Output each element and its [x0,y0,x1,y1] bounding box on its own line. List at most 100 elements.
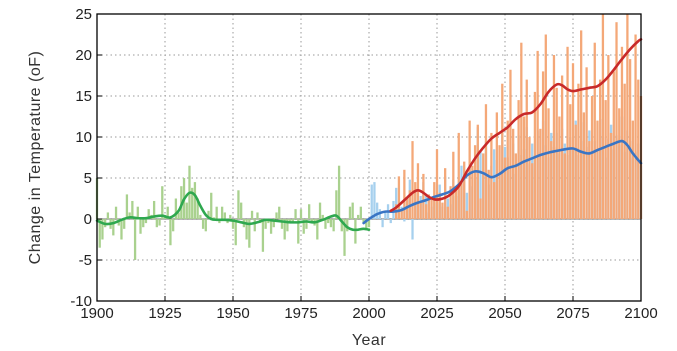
data-bar [356,214,360,219]
data-bar [607,55,610,219]
data-bar [525,79,528,219]
data-bar [435,149,439,219]
data-bar [397,176,401,219]
data-bar [245,219,248,240]
data-bar [634,34,637,219]
data-bar [297,219,300,244]
y-tick-label: -5 [79,252,92,269]
data-bar [536,50,539,220]
data-bar [522,116,526,219]
data-bar [373,182,376,219]
x-tick-label: 2075 [556,305,589,322]
data-bar [482,153,485,219]
data-bar [370,184,373,219]
data-bar [539,128,542,219]
data-bar [365,219,368,229]
data-bar [446,206,450,219]
data-bar [531,163,534,219]
x-tick-label: 1900 [80,305,113,322]
data-bar [215,206,218,219]
data-bar [348,206,352,219]
data-bar [411,141,414,219]
data-bar [346,219,349,232]
data-bar [585,67,588,219]
data-bar [207,210,210,219]
data-bar [231,219,235,229]
data-bar [503,157,507,219]
data-bar [403,219,406,222]
data-bar [351,202,354,219]
data-bar [308,204,311,219]
data-bar [473,145,477,219]
data-bar [506,120,509,219]
data-bar [541,71,545,220]
data-bar [305,219,308,229]
data-bar [185,202,188,219]
data-bar [269,219,273,234]
data-bar [248,219,251,248]
data-bar [588,141,591,219]
data-bar [131,200,134,219]
x-axis-ticks: 1900 1925 1950 1975 2000 2025 2050 2075 2100 [80,296,658,322]
data-bar [620,46,624,219]
x-tick-label: 2000 [352,305,385,322]
data-bar [419,200,422,219]
data-bar [280,219,284,229]
data-bar [291,219,294,224]
data-bar [452,151,455,219]
data-bar [384,212,387,219]
data-bar [256,212,259,219]
data-bar [106,212,110,219]
data-bar [487,169,490,219]
data-bar [626,14,629,219]
data-bar [395,187,398,219]
data-bar [460,182,463,219]
data-bar [340,219,343,232]
data-bar [250,210,254,219]
data-bar [158,219,161,226]
grid-lines [97,14,641,301]
data-bar [544,34,547,219]
data-bar [593,42,596,220]
data-bar [400,209,403,219]
data-bar [191,187,194,219]
series-line-low-line [362,139,643,225]
data-bar [558,116,561,219]
data-bar [389,219,392,224]
data-bar [457,132,460,219]
data-bar [337,165,341,219]
data-bar [299,209,303,219]
smoothed-lines [95,38,643,232]
data-bar [275,212,278,219]
data-bar [569,104,572,219]
data-bar [362,219,365,224]
data-bar [193,182,197,219]
data-bar [637,79,640,219]
data-bar [484,104,488,219]
y-tick-label: 15 [75,88,92,105]
data-bar [223,212,226,219]
data-bar [272,219,275,228]
data-bar [441,202,444,219]
data-bar [286,219,289,232]
data-bar [212,217,216,219]
data-bar [229,214,232,219]
y-tick-label: 25 [75,6,92,23]
data-bar [517,100,520,219]
data-bar [571,63,575,220]
x-axis-title: Year [352,332,387,349]
data-bar [332,219,335,232]
data-bar [101,219,104,240]
y-axis-title: Change in Temperature (oF) [27,51,44,265]
data-bar [533,91,537,219]
data-bar [240,202,243,219]
data-bar [560,75,564,219]
data-bar [142,219,145,228]
data-bar [424,204,428,219]
data-bar [471,165,474,219]
data-bar [582,112,586,219]
x-tick-label: 2025 [420,305,453,322]
y-tick-label: 0 [84,211,92,228]
data-bar [574,124,577,219]
x-tick-label: 2100 [624,305,657,322]
